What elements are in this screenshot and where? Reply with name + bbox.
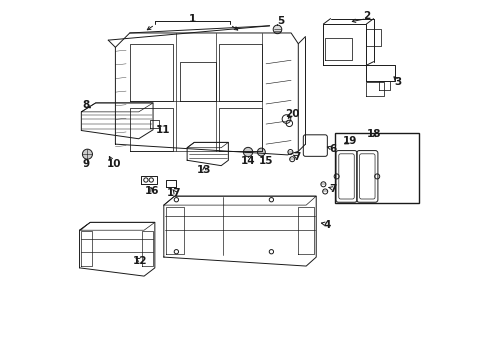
Text: 8: 8	[82, 100, 89, 110]
Ellipse shape	[257, 148, 265, 156]
Ellipse shape	[243, 147, 252, 157]
Text: 13: 13	[197, 165, 211, 175]
Text: 1: 1	[188, 14, 196, 24]
Text: 2: 2	[362, 11, 369, 21]
Text: 7: 7	[293, 152, 300, 162]
Text: 17: 17	[167, 188, 182, 198]
Text: 16: 16	[144, 186, 159, 196]
Text: 7: 7	[329, 184, 336, 194]
Text: 9: 9	[82, 159, 89, 169]
Text: 6: 6	[329, 144, 336, 154]
Text: 4: 4	[323, 220, 330, 230]
Text: 20: 20	[285, 109, 299, 119]
Text: 5: 5	[276, 16, 284, 26]
Text: 3: 3	[393, 77, 401, 87]
Ellipse shape	[82, 149, 92, 159]
Text: 14: 14	[240, 156, 255, 166]
Text: 19: 19	[342, 136, 356, 146]
Text: 15: 15	[258, 156, 273, 166]
Text: 10: 10	[106, 159, 121, 169]
Text: 11: 11	[155, 125, 170, 135]
Ellipse shape	[273, 25, 281, 34]
Text: 18: 18	[366, 129, 381, 139]
Bar	[334, 134, 418, 203]
Text: 12: 12	[133, 256, 147, 266]
